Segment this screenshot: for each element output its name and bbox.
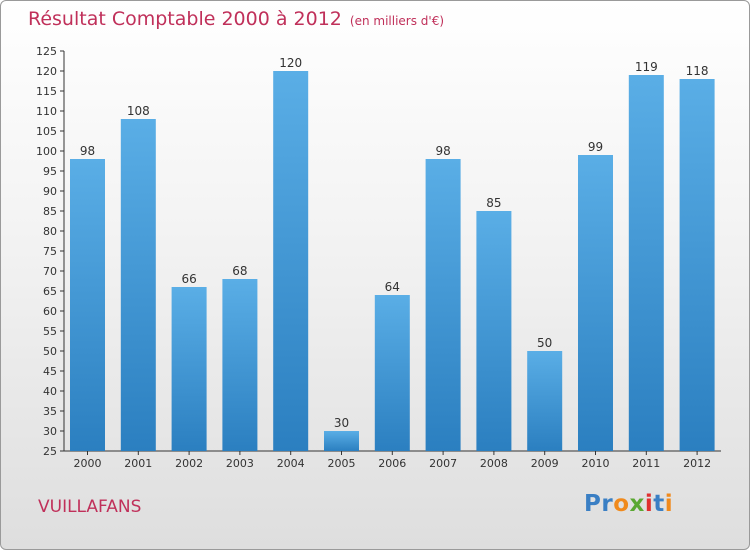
y-tick-label: 25: [43, 445, 57, 458]
x-tick-label: 2003: [226, 457, 254, 470]
bar-2006: [374, 295, 410, 451]
y-tick-label: 90: [43, 185, 57, 198]
y-tick-label: 110: [36, 105, 57, 118]
logo-letter: i: [644, 491, 654, 517]
y-tick-label: 30: [43, 425, 57, 438]
logo-letter: P: [584, 491, 602, 517]
x-tick-label: 2010: [582, 457, 610, 470]
bar-2012: [679, 79, 715, 451]
value-label: 66: [181, 272, 196, 286]
x-tick-label: 2000: [74, 457, 102, 470]
x-tick-label: 2004: [277, 457, 305, 470]
y-tick-label: 55: [43, 325, 57, 338]
y-tick-label: 100: [36, 145, 57, 158]
value-label: 98: [80, 144, 95, 158]
x-tick-label: 2009: [531, 457, 559, 470]
x-tick-label: 2008: [480, 457, 508, 470]
value-label: 99: [588, 140, 603, 154]
chart-title-unit: (en milliers d'€): [349, 14, 445, 28]
y-tick-label: 45: [43, 365, 57, 378]
bars: [70, 71, 715, 451]
chart-title: Résultat Comptable 2000 à 2012 (en millie…: [28, 8, 444, 30]
y-tick-label: 85: [43, 205, 57, 218]
x-tick-label: 2011: [632, 457, 660, 470]
bar-2004: [273, 71, 309, 451]
x-tick-label: 2002: [175, 457, 203, 470]
y-tick-label: 65: [43, 285, 57, 298]
data-labels: 98 108 66 68 120 30 64 98 85 50 99 119 118: [80, 56, 709, 430]
y-tick-label: 60: [43, 305, 57, 318]
chart-title-main: Résultat Comptable 2000 à 2012: [28, 8, 342, 30]
logo-letter: o: [613, 491, 630, 517]
y-tick-label: 35: [43, 405, 57, 418]
y-tick-label: 95: [43, 165, 57, 178]
bar-2003: [222, 279, 258, 451]
value-label: 68: [232, 264, 247, 278]
y-tick-label: 80: [43, 225, 57, 238]
value-label: 30: [334, 416, 349, 430]
y-tick-label: 75: [43, 245, 57, 258]
x-tick-label: 2006: [378, 457, 406, 470]
x-tick-label: 2007: [429, 457, 457, 470]
bar-2002: [171, 287, 207, 451]
y-tick-label: 115: [36, 85, 57, 98]
bar-2005: [324, 431, 359, 451]
value-label: 85: [486, 196, 501, 210]
logo-letter: i: [664, 491, 674, 517]
x-tick-label: 2012: [683, 457, 711, 470]
value-label: 118: [686, 64, 709, 78]
y-tick-label: 120: [36, 65, 57, 78]
value-label: 120: [279, 56, 302, 70]
logo-letter: r: [601, 491, 614, 517]
y-tick-label: 50: [43, 345, 57, 358]
logo-letter: x: [629, 491, 645, 517]
value-label: 50: [537, 336, 552, 350]
bar-2000: [70, 159, 105, 451]
bar-2011: [628, 75, 664, 451]
bar-2007: [425, 159, 461, 451]
x-tick-label: 2001: [124, 457, 152, 470]
x-tick-label: 2005: [328, 457, 356, 470]
bar-2010: [578, 155, 613, 451]
commune-name: VUILLAFANS: [38, 497, 142, 517]
logo-letter: t: [653, 491, 665, 517]
proxiti-logo: Proxiti: [584, 491, 673, 517]
bar-2001: [120, 119, 156, 451]
y-tick-label: 70: [43, 265, 57, 278]
value-label: 98: [435, 144, 450, 158]
value-label: 119: [635, 60, 658, 74]
y-tick-label: 40: [43, 385, 57, 398]
bar-2008: [476, 211, 512, 451]
y-tick-label: 105: [36, 125, 57, 138]
bar-2009: [527, 351, 563, 451]
y-tick-label: 125: [36, 45, 57, 58]
value-label: 64: [385, 280, 400, 294]
value-label: 108: [127, 104, 150, 118]
